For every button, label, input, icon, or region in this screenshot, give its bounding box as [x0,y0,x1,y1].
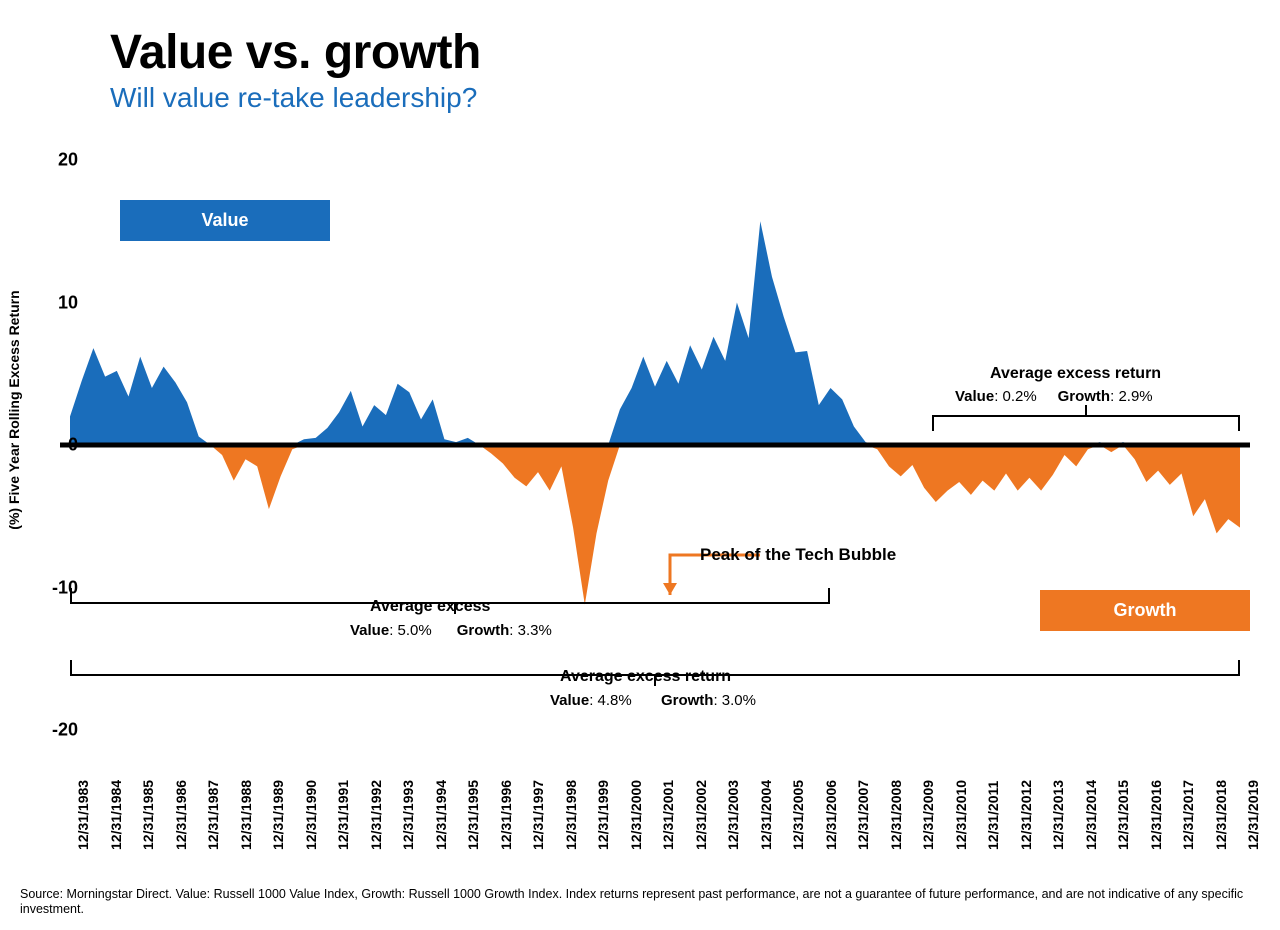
x-tick: 12/31/2018 [1213,780,1229,850]
x-tick: 12/31/1985 [140,780,156,850]
x-tick: 12/31/1984 [108,780,124,850]
x-tick: 12/31/2003 [725,780,741,850]
source-footnote: Source: Morningstar Direct. Value: Russe… [20,887,1260,918]
x-tick: 12/31/1994 [433,780,449,850]
x-tick: 12/31/2011 [985,781,1001,850]
y-tick: 10 [38,292,78,313]
x-tick: 12/31/1996 [498,780,514,850]
bracket-full-title: Average excess return [560,668,731,686]
x-tick: 12/31/2002 [693,780,709,850]
page-title: Value vs. growth [110,25,481,80]
x-tick: 12/31/2007 [855,780,871,850]
legend-value: Value [120,200,330,241]
x-tick: 12/31/2012 [1018,780,1034,850]
x-tick: 12/31/2017 [1180,780,1196,850]
y-tick: 20 [38,150,78,171]
chart-container: (%) Five Year Rolling Excess Return Valu… [40,160,1260,730]
x-tick: 12/31/1997 [530,780,546,850]
x-tick: 12/31/1999 [595,780,611,850]
x-tick: 12/31/2013 [1050,780,1066,850]
y-tick: 0 [38,435,78,456]
x-tick: 12/31/2014 [1083,780,1099,850]
x-tick: 12/31/2008 [888,780,904,850]
x-tick: 12/31/1995 [465,780,481,850]
x-tick: 12/31/1987 [205,780,221,850]
x-tick: 12/31/2019 [1245,780,1261,850]
x-tick: 12/31/2000 [628,780,644,850]
x-tick: 12/31/1986 [173,780,189,850]
chart-svg [60,160,1250,730]
chart-plot: Value Growth Average excess Value: 5.0% … [60,160,1250,730]
y-tick: -20 [38,720,78,741]
x-axis-labels: 12/31/1983 12/31/1984 12/31/1985 12/31/1986… [60,740,1250,860]
x-tick: 12/31/2005 [790,780,806,850]
x-tick: 12/31/1998 [563,780,579,850]
x-tick: 12/31/2010 [953,780,969,850]
legend-growth: Growth [1040,590,1250,631]
page-subtitle: Will value re-take leadership? [110,82,481,114]
x-tick: 12/31/1989 [270,780,286,850]
tech-bubble-label: Peak of the Tech Bubble [700,545,896,565]
x-tick: 12/31/1988 [238,780,254,850]
x-tick: 12/31/2004 [758,780,774,850]
x-tick: 12/31/1991 [335,780,351,850]
y-tick: -10 [38,577,78,598]
x-tick: 12/31/2015 [1115,780,1131,850]
bracket-period2-values: Value: 0.2% Growth: 2.9% [955,388,1153,405]
bracket-period2 [932,415,1240,431]
bracket-period2-title: Average excess return [990,365,1161,383]
bracket-full-values: Value: 4.8% Growth: 3.0% [550,692,756,709]
bracket-period1-title: Average excess [370,598,490,616]
x-tick: 12/31/2001 [660,780,676,850]
x-tick: 12/31/2016 [1148,780,1164,850]
x-tick: 12/31/1993 [400,780,416,850]
x-tick: 12/31/2006 [823,780,839,850]
bracket-period1-values: Value: 5.0% Growth: 3.3% [350,622,552,639]
x-tick: 12/31/1992 [368,780,384,850]
x-tick: 12/31/1983 [75,780,91,850]
y-axis-title: (%) Five Year Rolling Excess Return [6,290,22,529]
x-tick: 12/31/2009 [920,780,936,850]
x-tick: 12/31/1990 [303,780,319,850]
